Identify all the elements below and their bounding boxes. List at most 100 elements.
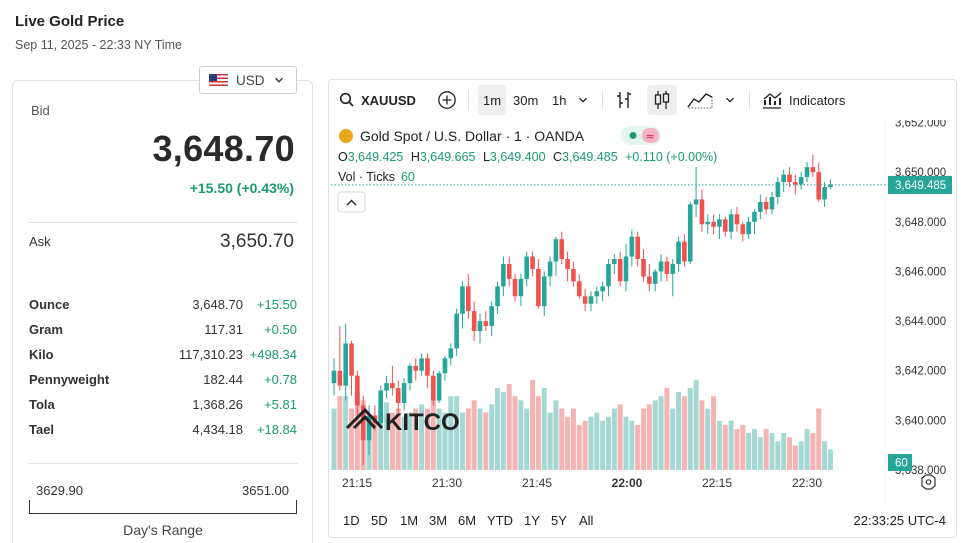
kitco-watermark: KITCO [345, 407, 460, 436]
period-1d[interactable]: 1D [343, 513, 360, 528]
volume-bar [530, 379, 536, 470]
change-value: +0.110 (+0.00%) [625, 150, 717, 164]
bid-change: +15.50 (+0.43%) [189, 180, 294, 196]
volume-bar [728, 420, 734, 470]
volume-bar [512, 396, 518, 470]
area-chart-icon [687, 93, 713, 109]
chart-settings-icon[interactable] [921, 474, 936, 490]
bar-chart-type-button[interactable] [613, 85, 635, 115]
chevron-down-icon [274, 77, 283, 83]
volume-bar [378, 408, 384, 470]
divider [28, 463, 298, 464]
candle [687, 201, 693, 264]
unit-price: 4,434.18 [192, 422, 243, 437]
candle [717, 214, 722, 240]
currency-select[interactable]: USD [199, 66, 297, 94]
interval-30m[interactable]: 30m [513, 85, 538, 115]
volume-bar [734, 429, 740, 470]
chart-legend: Gold Spot / U.S. Dollar · 1 · OANDA ≈ O3… [337, 126, 717, 213]
volume-bar [792, 445, 798, 470]
volume-bar [570, 408, 576, 470]
chevron-down-icon [579, 97, 587, 103]
candle [734, 206, 740, 232]
volume-bar [337, 396, 343, 470]
candle [454, 308, 459, 356]
candle [466, 273, 471, 319]
unit-price: 117,310.23 [178, 347, 243, 362]
volume-bar [763, 429, 769, 470]
unit-name: Ounce [29, 297, 70, 312]
divider [28, 222, 298, 223]
candle [676, 236, 681, 272]
unit-change: +18.84 [256, 422, 297, 437]
candle [635, 231, 640, 267]
volume-bar [331, 408, 337, 470]
volume-bar [436, 408, 442, 470]
volume-bar [407, 412, 413, 470]
plus-circle-icon [438, 91, 456, 109]
interval-1h[interactable]: 1h [552, 85, 566, 115]
volume-bar [687, 388, 693, 470]
candle [641, 249, 646, 282]
volume-bar [419, 404, 425, 470]
period-1m[interactable]: 1M [400, 513, 419, 528]
volume-bar [442, 412, 448, 470]
indicators-label: Indicators [789, 92, 846, 108]
unit-change: +498.34 [249, 347, 297, 362]
interval-label: 30m [513, 92, 539, 108]
volume-bar [553, 400, 559, 470]
candle [699, 189, 705, 232]
volume-bar [424, 408, 430, 470]
period-5y[interactable]: 5Y [551, 513, 567, 528]
interval-1m[interactable]: 1m [478, 85, 506, 115]
unit-row-pennyweight: Pennyweight 182.44 +0.78 [29, 367, 297, 392]
volume-bar [395, 408, 401, 470]
candle [705, 214, 711, 235]
area-chart-type-button[interactable] [686, 85, 714, 115]
volume-bar [716, 420, 722, 470]
chart-type-dropdown[interactable] [725, 85, 735, 115]
interval-dropdown[interactable] [578, 85, 588, 115]
candle [378, 385, 384, 428]
volume-bar [588, 416, 594, 470]
x-tick-label: 21:15 [342, 476, 372, 490]
collapse-legend-button[interactable] [337, 191, 366, 213]
period-all[interactable]: All [579, 513, 594, 528]
volume-bar [804, 429, 810, 470]
candle [728, 209, 734, 240]
period-3m[interactable]: 3M [429, 513, 448, 528]
period-6m[interactable]: 6M [458, 513, 477, 528]
candles-icon [654, 91, 670, 109]
volume-bar [751, 429, 757, 470]
candle [395, 380, 401, 413]
price-chart[interactable]: KITCO Gold Spot / U.S. Dollar · 1 · OAND… [329, 120, 957, 503]
candle [623, 244, 629, 292]
candle [652, 268, 658, 292]
delayed-icon [642, 128, 659, 143]
o-label: O [338, 150, 348, 164]
toolbar-separator [602, 90, 603, 110]
candle [647, 263, 652, 292]
volume-bar [781, 433, 787, 470]
period-5d[interactable]: 5D [371, 513, 388, 528]
volume-bar [641, 408, 647, 470]
candle [606, 259, 611, 297]
candles-chart-type-button[interactable] [647, 85, 677, 115]
volume-bar [676, 392, 682, 470]
candle [588, 291, 594, 312]
candle [775, 177, 781, 205]
symbol-search-button[interactable]: XAUUSD [339, 85, 416, 115]
volume-bar [822, 441, 828, 470]
volume-bar [816, 408, 822, 470]
l-value: 3,649.400 [490, 150, 546, 164]
compare-symbol-button[interactable] [437, 85, 457, 115]
o-value: 3,649.425 [348, 150, 404, 164]
last-price-text: 3,649.485 [895, 180, 946, 192]
period-ytd[interactable]: YTD [487, 513, 513, 528]
period-1y[interactable]: 1Y [524, 513, 540, 528]
volume-bar [810, 433, 816, 470]
volume-bar [605, 416, 611, 470]
indicators-button[interactable]: Indicators [761, 85, 845, 115]
volume-bar [413, 408, 419, 470]
candle [722, 216, 728, 237]
